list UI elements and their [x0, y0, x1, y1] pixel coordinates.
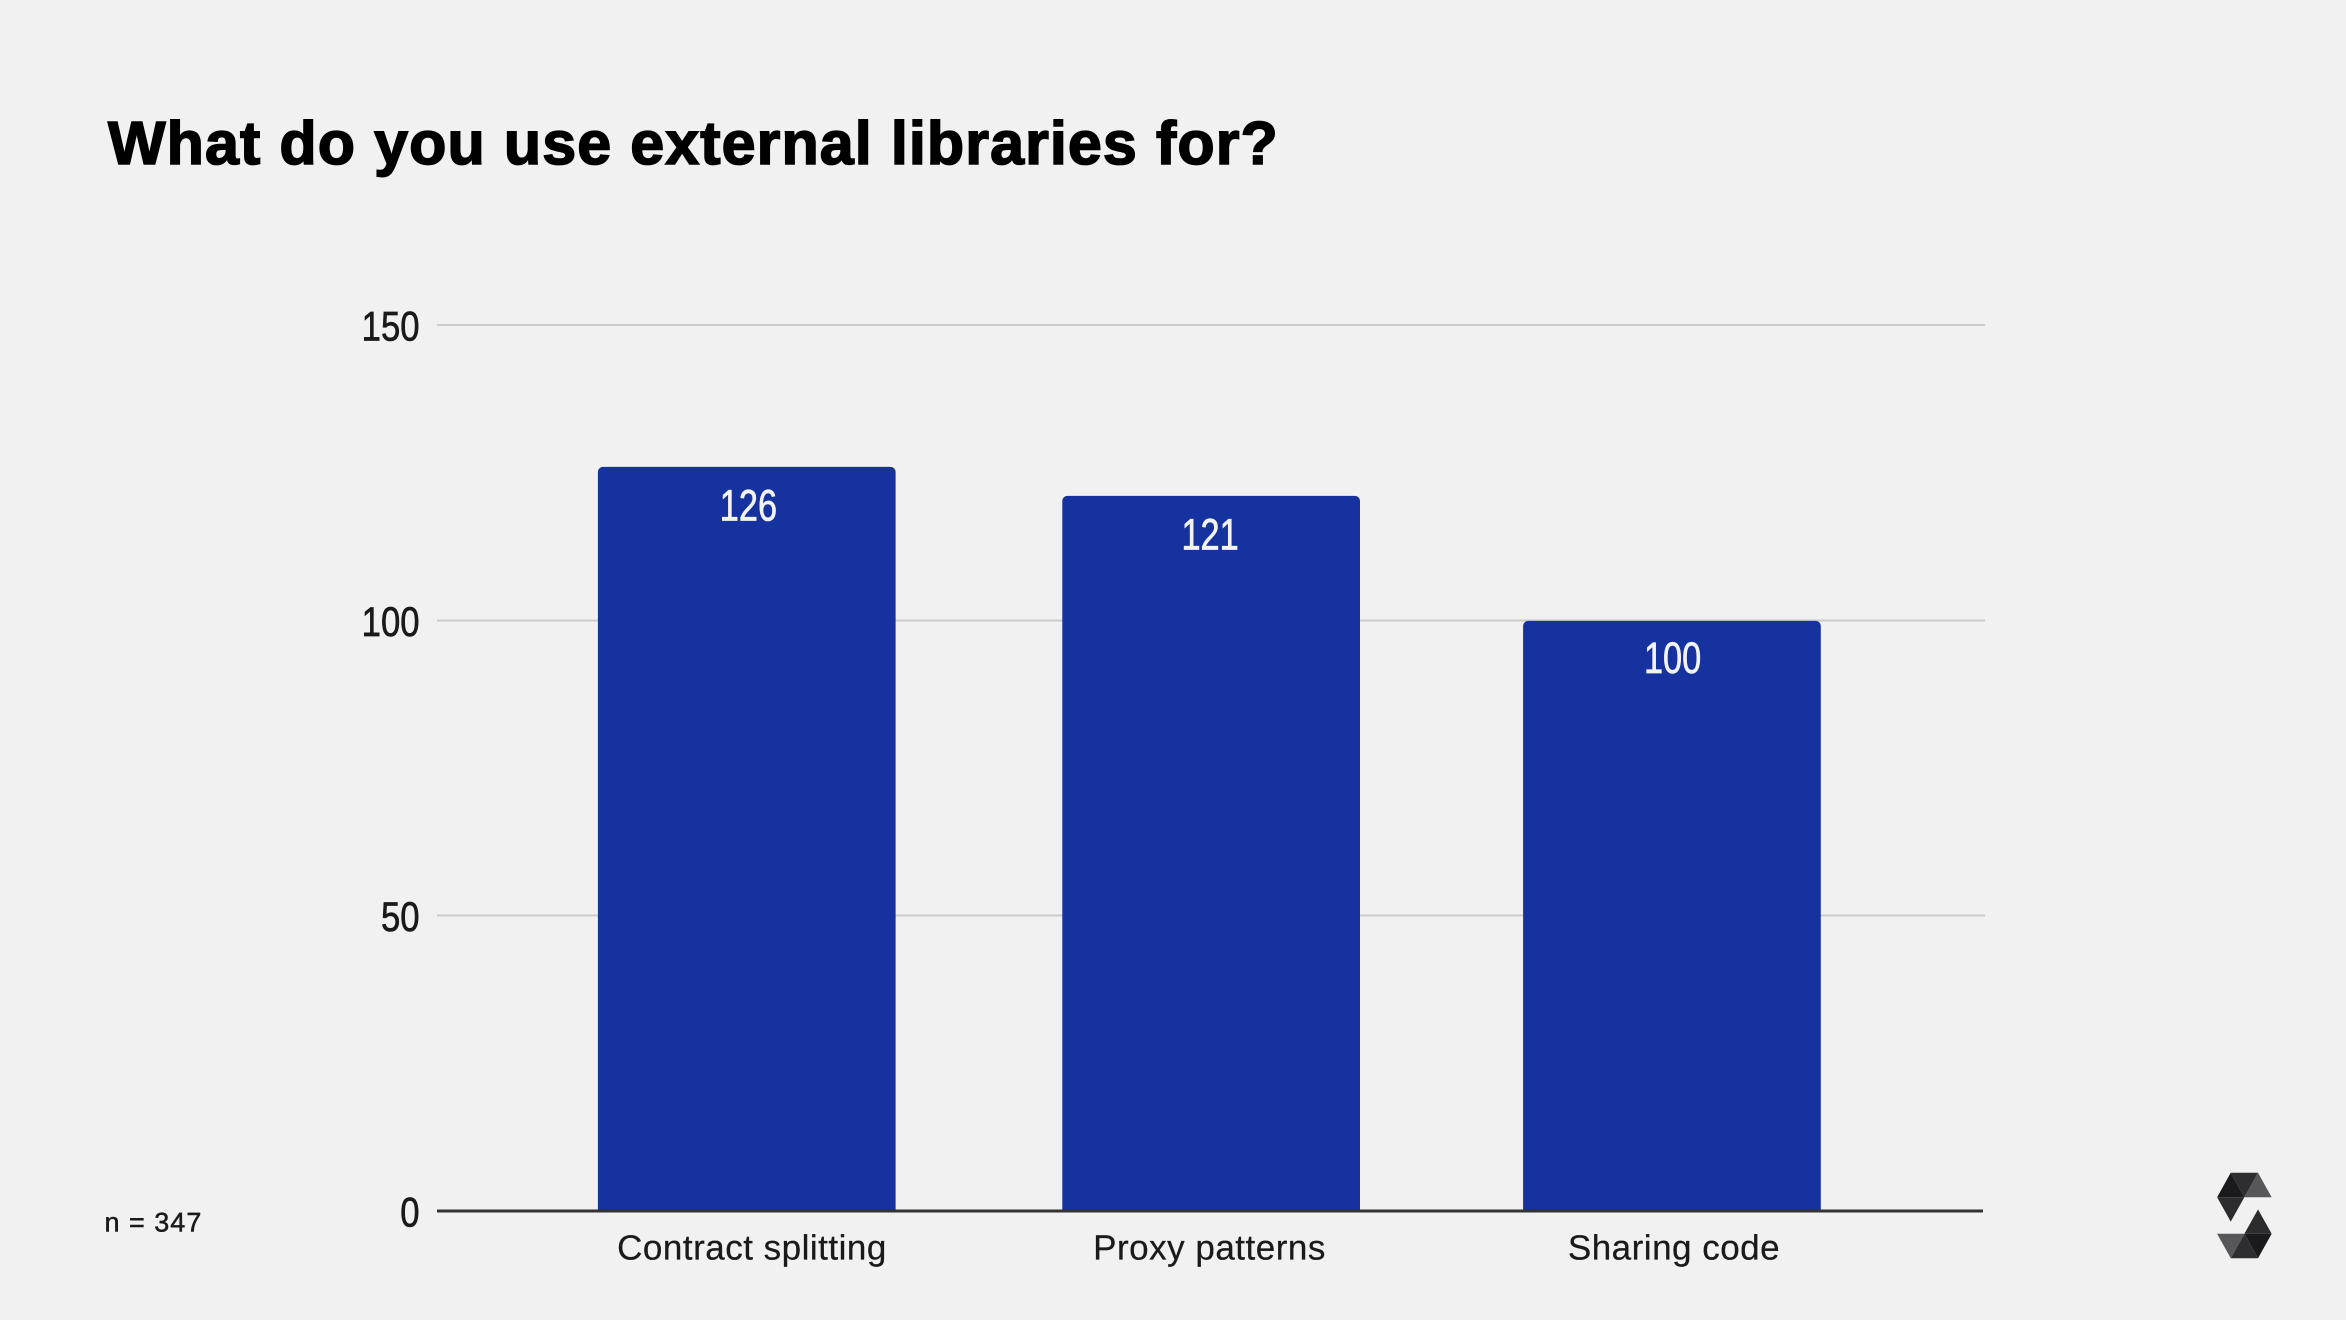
svg-text:50: 50: [381, 893, 420, 940]
svg-text:Contract splitting: Contract splitting: [617, 1229, 887, 1268]
svg-text:150: 150: [362, 302, 420, 349]
svg-text:100: 100: [1644, 634, 1701, 683]
svg-text:126: 126: [720, 482, 777, 531]
svg-text:Sharing code: Sharing code: [1568, 1229, 1780, 1268]
svg-text:100: 100: [362, 598, 420, 645]
svg-text:What do you use external libra: What do you use external libraries for?: [108, 109, 1279, 177]
svg-text:0: 0: [400, 1188, 419, 1235]
svg-text:n = 347: n = 347: [105, 1207, 203, 1237]
svg-text:121: 121: [1181, 511, 1238, 560]
svg-text:Proxy patterns: Proxy patterns: [1093, 1229, 1326, 1268]
